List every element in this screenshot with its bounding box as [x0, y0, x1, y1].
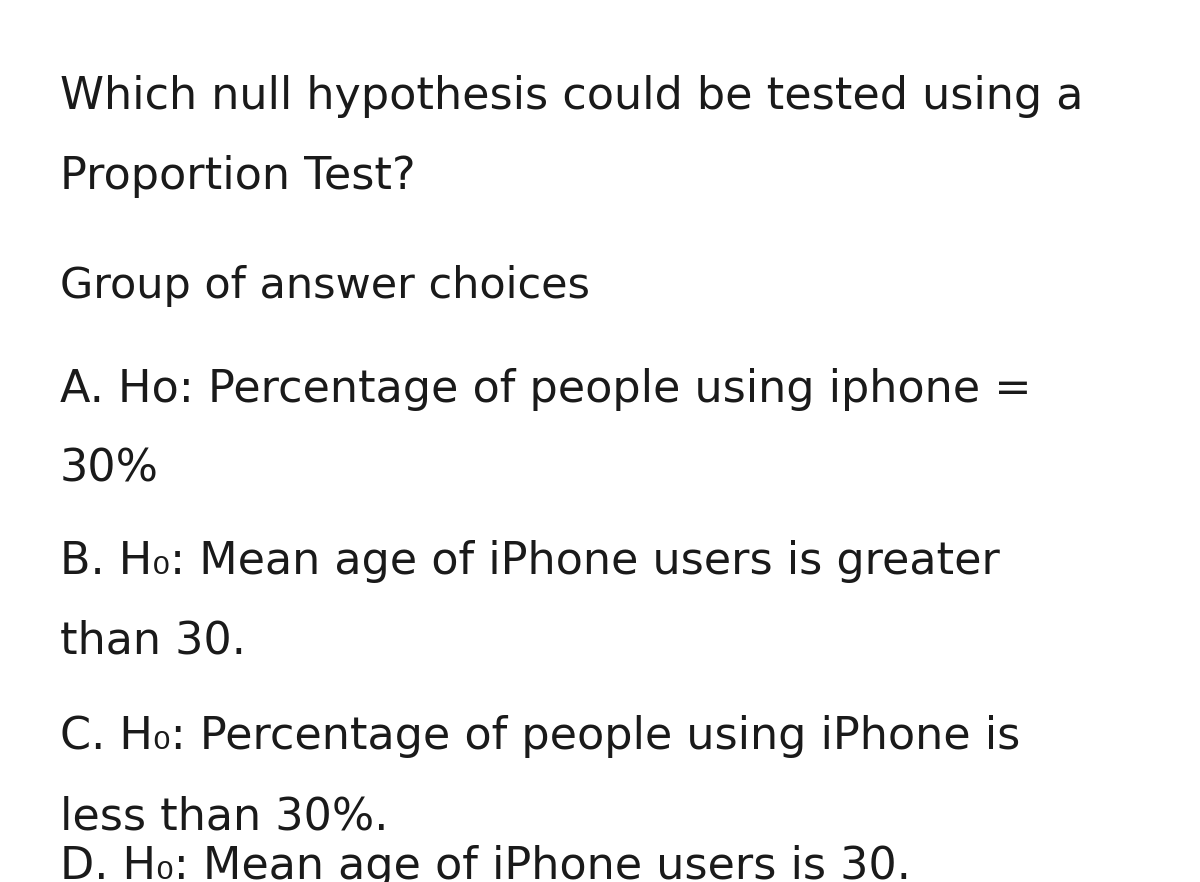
Text: D. H₀: Mean age of iPhone users is 30.: D. H₀: Mean age of iPhone users is 30.: [60, 845, 911, 882]
Text: 30%: 30%: [60, 448, 158, 491]
Text: B. H₀: Mean age of iPhone users is greater: B. H₀: Mean age of iPhone users is great…: [60, 540, 1000, 583]
Text: Group of answer choices: Group of answer choices: [60, 265, 590, 307]
Text: C. H₀: Percentage of people using iPhone is: C. H₀: Percentage of people using iPhone…: [60, 715, 1020, 758]
Text: Which null hypothesis could be tested using a: Which null hypothesis could be tested us…: [60, 75, 1084, 118]
Text: A. Ho: Percentage of people using iphone =: A. Ho: Percentage of people using iphone…: [60, 368, 1032, 411]
Text: than 30.: than 30.: [60, 620, 246, 663]
Text: Proportion Test?: Proportion Test?: [60, 155, 415, 198]
Text: less than 30%.: less than 30%.: [60, 795, 389, 838]
